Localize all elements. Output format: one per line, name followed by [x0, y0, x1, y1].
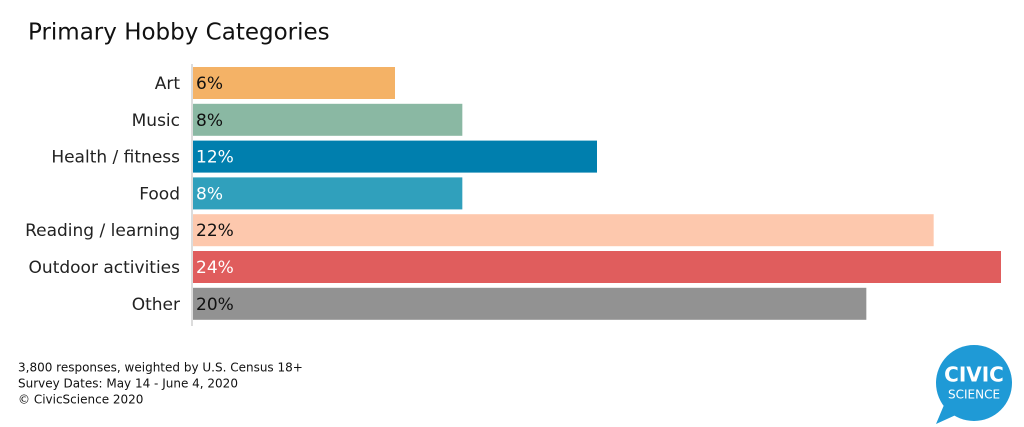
- bar: [193, 67, 395, 99]
- bar: [193, 140, 597, 173]
- logo-badge: [936, 345, 1012, 421]
- footnote: Survey Dates: May 14 - June 4, 2020: [18, 377, 238, 391]
- bar: [193, 214, 934, 247]
- category-label: Music: [132, 111, 180, 131]
- value-label: 20%: [196, 295, 234, 315]
- value-label: 22%: [196, 221, 234, 241]
- logo-tail: [936, 405, 958, 424]
- footnote: 3,800 responses, weighted by U.S. Census…: [18, 361, 303, 375]
- bar: [193, 287, 867, 320]
- category-label: Other: [132, 295, 180, 315]
- category-label: Reading / learning: [25, 221, 180, 241]
- value-label: 8%: [196, 111, 223, 131]
- bar: [193, 251, 1001, 283]
- footnote: © CivicScience 2020: [18, 393, 143, 407]
- bar: [193, 177, 463, 210]
- logo: CIVIC SCIENCE: [936, 345, 1012, 424]
- category-label: Outdoor activities: [29, 258, 181, 278]
- value-label: 8%: [196, 184, 223, 204]
- bar: [193, 103, 463, 136]
- category-label: Food: [139, 184, 180, 204]
- value-label: 24%: [196, 258, 234, 278]
- logo-text: CIVIC: [944, 363, 1004, 387]
- chart-title: Primary Hobby Categories: [28, 20, 330, 46]
- value-label: 6%: [196, 74, 223, 94]
- category-label: Art: [155, 74, 181, 94]
- logo-text: SCIENCE: [948, 388, 1000, 402]
- value-label: 12%: [196, 148, 234, 168]
- category-label: Health / fitness: [51, 148, 180, 168]
